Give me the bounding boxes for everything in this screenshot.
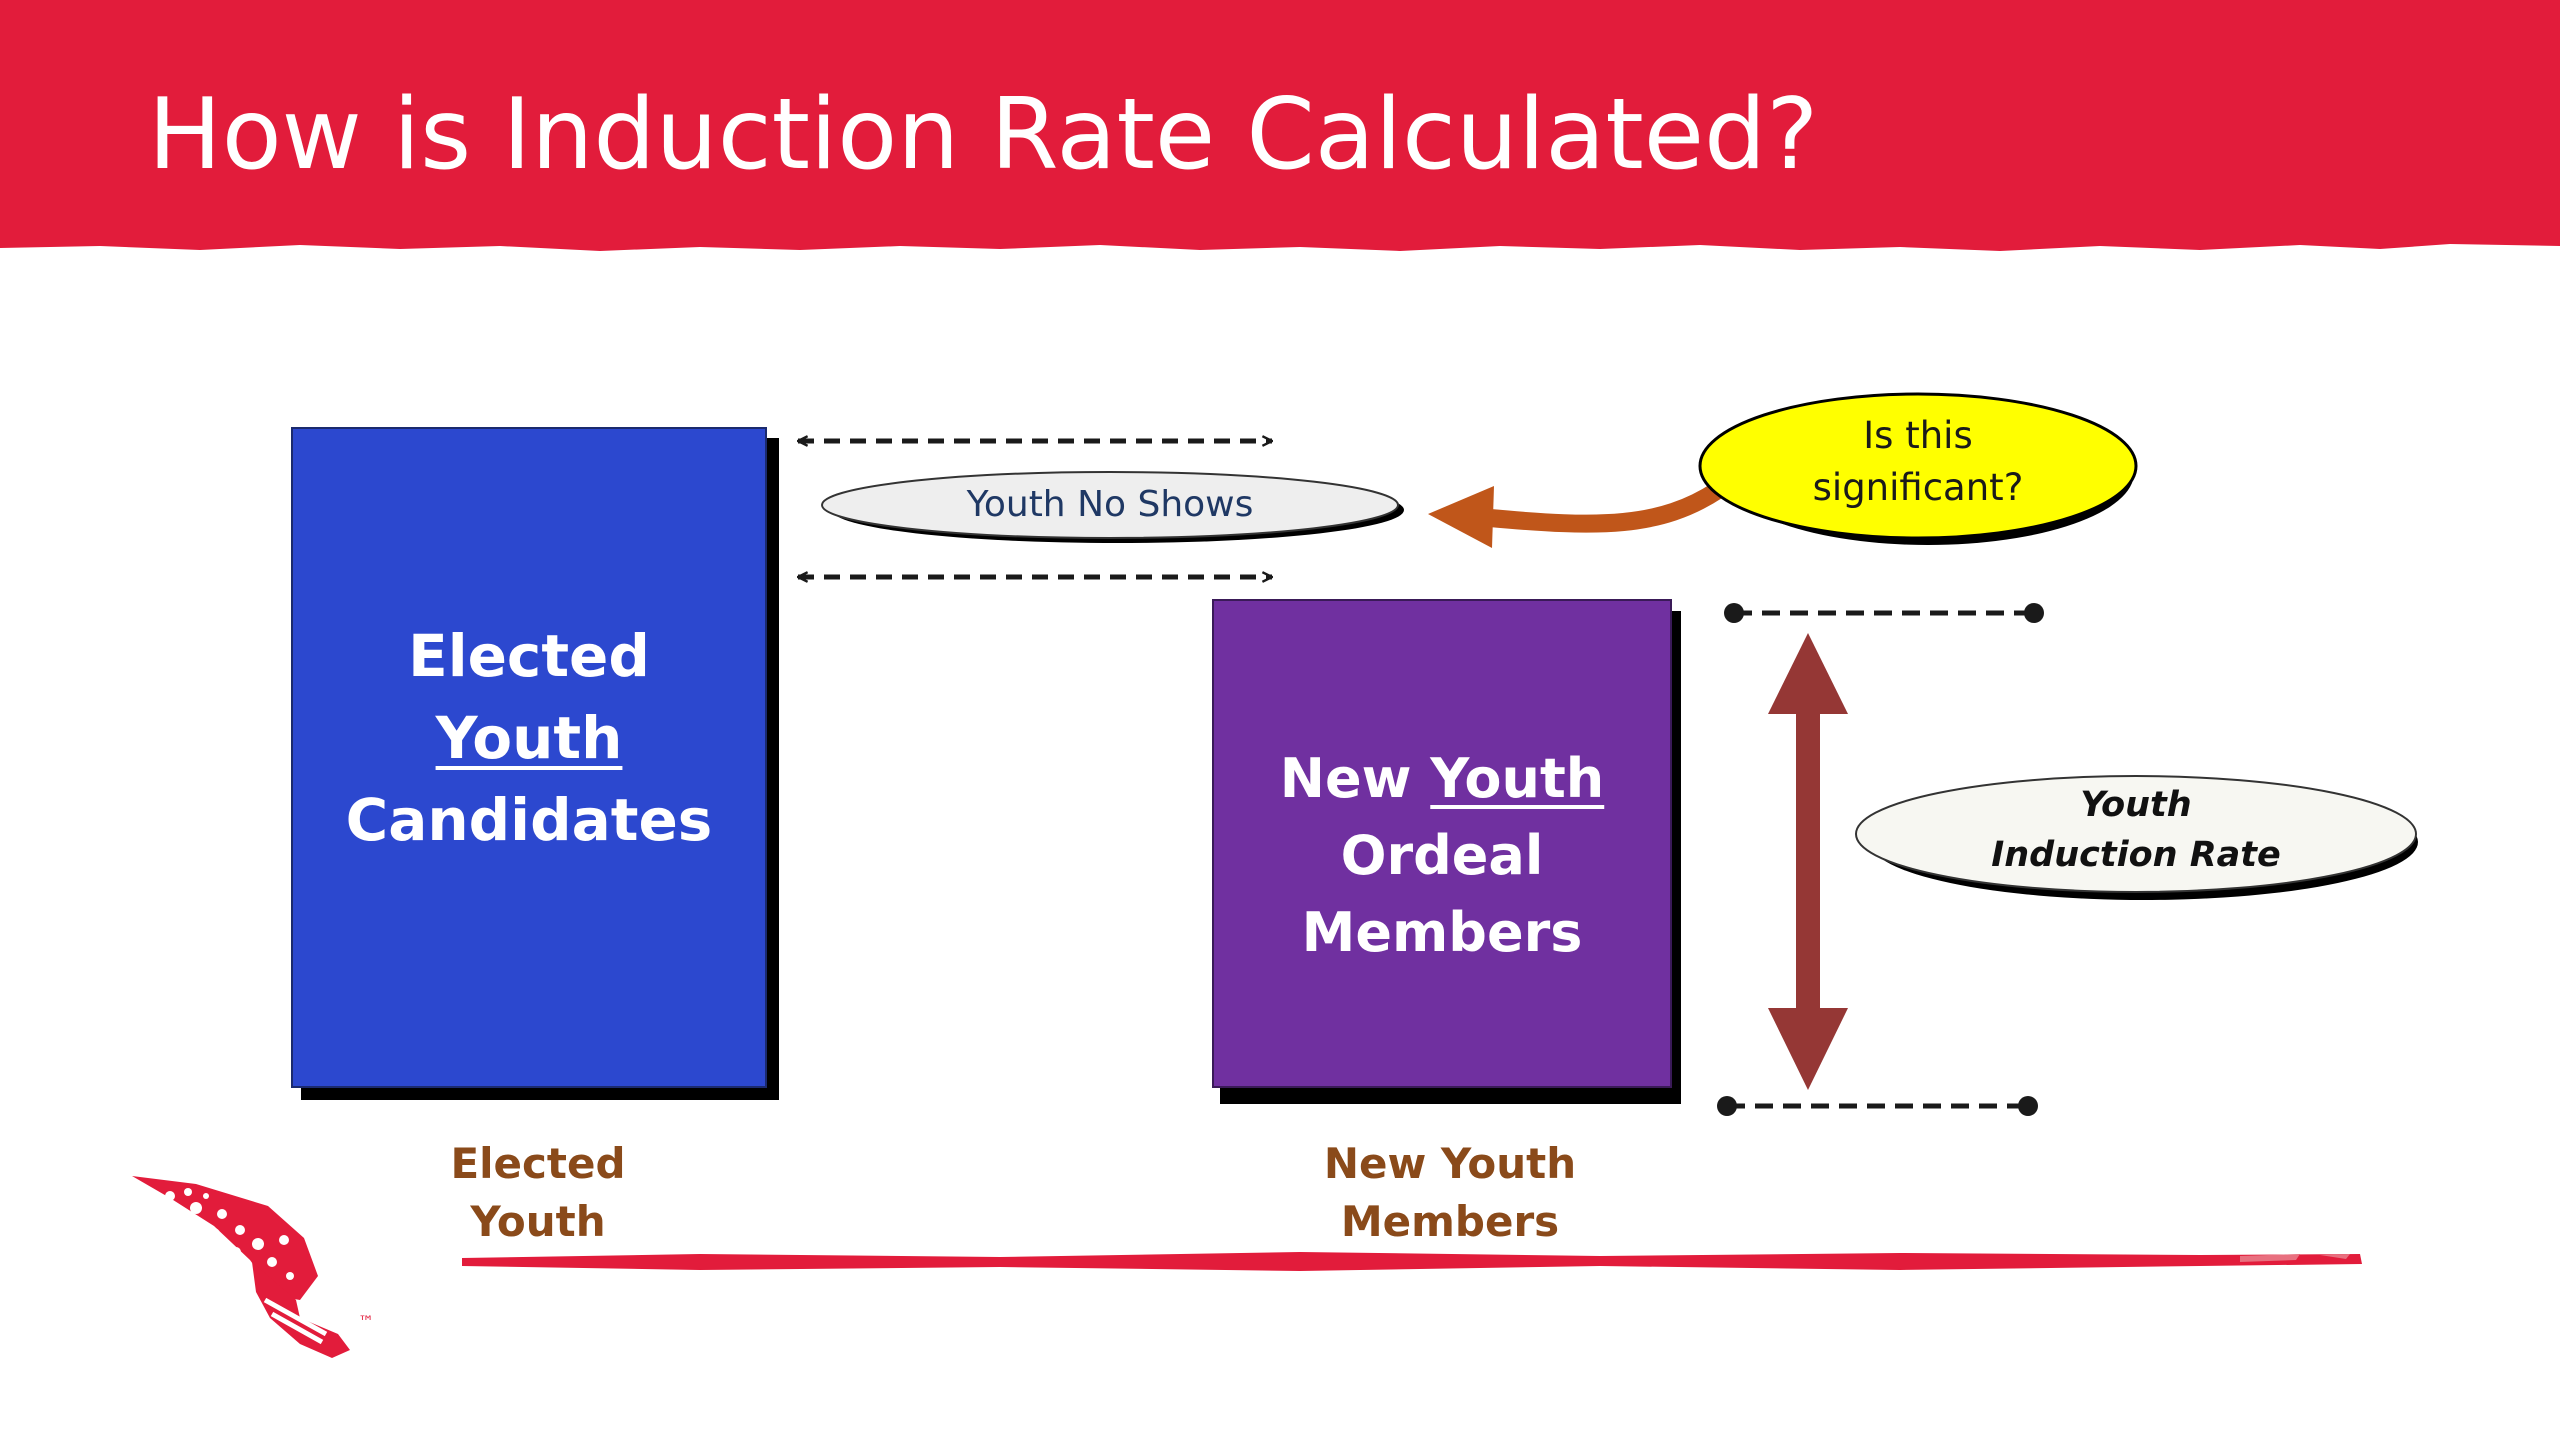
new-youth-members-label: New Youth Members [1290, 1135, 1610, 1251]
rate-label-line1: Youth [2080, 785, 2192, 825]
curved-arrow [1481, 481, 1727, 533]
callout-line1: Is this [1863, 414, 1973, 457]
rate-label: Youth Induction Rate [1856, 780, 2416, 880]
top-reference-dot-left [1724, 603, 1744, 623]
page-title: How is Induction Rate Calculated? [148, 78, 1819, 192]
rate-arrow-shaft [1796, 700, 1820, 1020]
bottom-brush-stroke [462, 1252, 2362, 1271]
elected-youth-line2: Youth [470, 1197, 606, 1246]
ordeal-box-line1-underlined: Youth [1430, 747, 1605, 810]
rate-oval [1855, 775, 2417, 893]
elected-box-line3: Candidates [345, 786, 713, 854]
ordeal-box-line3: Members [1301, 901, 1583, 964]
ordeal-box-label: New Youth Ordeal Members [1212, 740, 1672, 971]
rate-arrow-head-down [1768, 1008, 1848, 1090]
elected-box-label: Elected Youth Candidates [291, 615, 767, 861]
elected-youth-label: Elected Youth [388, 1135, 688, 1251]
ordeal-box-line2: Ordeal [1340, 824, 1544, 887]
bottom-brush-fray [2240, 1254, 2350, 1262]
callout-text: Is this significant? [1700, 410, 2136, 514]
new-youth-members-line1: New Youth [1323, 1139, 1577, 1188]
callout-line2: significant? [1812, 466, 2024, 509]
top-reference-dot-right [2024, 603, 2044, 623]
new-youth-members-line2: Members [1340, 1197, 1560, 1246]
elected-box-line1: Elected [408, 622, 650, 690]
elected-youth-line1: Elected [450, 1139, 626, 1188]
callout-oval [1698, 392, 2138, 540]
bottom-reference-dot-right [2018, 1096, 2038, 1116]
bottom-reference-dot-left [1717, 1096, 1737, 1116]
curved-arrow-head [1428, 486, 1494, 548]
ordeal-box [1212, 599, 1672, 1088]
elected-box-line2: Youth [435, 704, 623, 772]
ordeal-box-line1-prefix: New [1279, 747, 1431, 810]
rate-arrow-head-up [1768, 633, 1848, 714]
title-band [0, 0, 2560, 251]
rate-label-line2: Induction Rate [1991, 835, 2281, 875]
arrowhead-logo-icon [132, 1176, 350, 1358]
elected-box [291, 427, 767, 1088]
no-shows-label: Youth No Shows [966, 484, 1254, 525]
trademark-mark: ™ [358, 1312, 374, 1331]
no-shows-oval [821, 471, 1399, 539]
